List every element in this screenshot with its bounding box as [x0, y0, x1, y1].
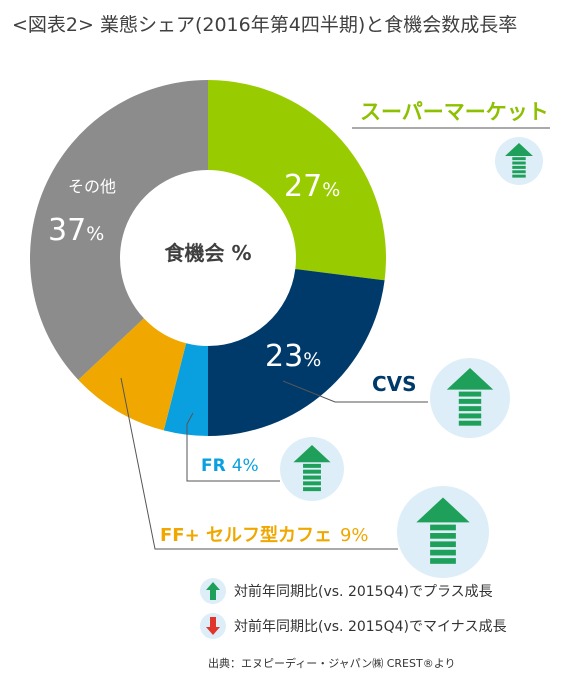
slice-label-ff: FF+ セルフ型カフェ 9% — [160, 524, 369, 546]
legend-text: 対前年同期比(vs. 2015Q4)でプラス成長 — [234, 584, 493, 600]
legend-item-plus: 対前年同期比(vs. 2015Q4)でプラス成長 — [200, 578, 493, 604]
source-note: 出典：エヌピーディー・ジャパン㈱ CREST®より — [208, 657, 456, 670]
slice-value-unit: % — [303, 349, 321, 371]
green-up-arrow-icon — [200, 578, 226, 604]
slice-value-fr: 4% — [232, 456, 259, 476]
slice-value-other: 37% — [48, 213, 104, 248]
growth-arrow-supermarket — [495, 137, 543, 185]
slice-name-supermarket: スーパーマーケット — [360, 100, 549, 124]
slice-value-number: 27 — [284, 169, 322, 204]
chart-title: <図表2> 業態シェア(2016年第4四半期)と食機会数成長率 — [12, 14, 518, 36]
slice-ff — [78, 318, 187, 431]
slice-cvs — [208, 269, 385, 437]
slice-value-supermarket: 27% — [284, 169, 340, 204]
growth-arrow-fr — [280, 437, 344, 501]
slice-fr — [163, 343, 208, 436]
leader-line-ff — [120, 377, 398, 550]
slice-name-other: その他 — [68, 177, 116, 196]
slice-value-unit: % — [322, 179, 340, 201]
slice-name-ff: FF+ セルフ型カフェ — [160, 524, 332, 546]
legend-text: 対前年同期比(vs. 2015Q4)でマイナス成長 — [234, 619, 507, 635]
slice-value-unit: % — [86, 223, 104, 245]
slice-value-number: 37 — [48, 213, 86, 248]
growth-arrow-ff — [397, 486, 489, 578]
red-down-arrow-icon — [200, 613, 226, 639]
leader-line-fr — [186, 412, 280, 482]
slice-value-number: 23 — [265, 339, 303, 374]
slice-supermarket — [208, 80, 387, 281]
slice-label-fr: FR 4% — [201, 456, 259, 476]
legend-item-minus: 対前年同期比(vs. 2015Q4)でマイナス成長 — [200, 613, 507, 639]
leader-line-cvs — [282, 380, 428, 403]
center-label: 食機会 % — [164, 241, 251, 265]
growth-arrow-cvs — [430, 358, 510, 438]
slice-value-cvs: 23% — [265, 339, 321, 374]
slice-name-cvs: CVS — [372, 372, 417, 396]
slice-name-fr: FR — [201, 456, 226, 476]
slice-value-ff: 9% — [340, 525, 369, 546]
slice-other — [30, 80, 209, 380]
